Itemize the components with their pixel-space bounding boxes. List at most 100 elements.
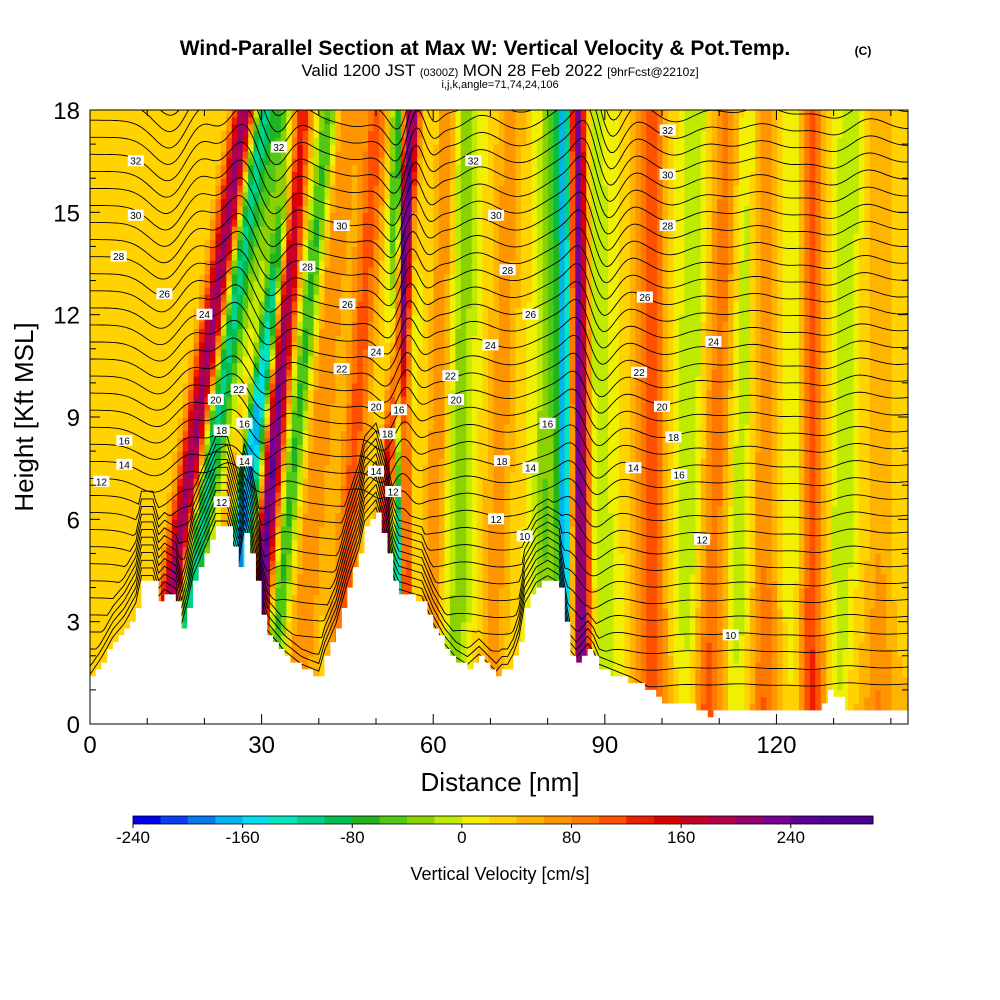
velocity-cell	[90, 648, 97, 657]
velocity-cell	[166, 239, 173, 248]
velocity-cell	[122, 423, 129, 432]
velocity-cell	[231, 457, 238, 466]
velocity-cell	[384, 335, 391, 343]
velocity-cell	[379, 451, 386, 459]
velocity-cell	[122, 403, 129, 411]
velocity-cell	[177, 580, 184, 589]
velocity-cell	[351, 239, 358, 248]
velocity-cell	[286, 389, 293, 398]
velocity-cell	[90, 498, 97, 507]
velocity-cell	[248, 164, 255, 172]
velocity-cell	[188, 225, 195, 234]
velocity-cell	[209, 123, 217, 132]
velocity-cell	[193, 457, 200, 466]
velocity-cell	[155, 464, 162, 473]
velocity-cell	[286, 546, 293, 555]
velocity-cell	[166, 205, 173, 213]
velocity-cell	[248, 451, 255, 459]
velocity-cell	[319, 403, 326, 411]
velocity-cell	[182, 621, 189, 630]
velocity-cell	[275, 573, 282, 582]
velocity-cell	[122, 178, 129, 186]
velocity-cell	[269, 512, 277, 520]
velocity-cell	[128, 191, 135, 200]
velocity-cell	[351, 498, 358, 507]
velocity-cell	[90, 239, 97, 248]
velocity-cell	[275, 376, 282, 384]
velocity-cell	[313, 410, 320, 418]
velocity-cell	[204, 280, 211, 288]
velocity-cell	[177, 553, 184, 561]
velocity-cell	[313, 614, 320, 623]
velocity-cell	[160, 348, 167, 357]
velocity-cell	[280, 546, 287, 555]
velocity-cell	[149, 417, 157, 425]
velocity-cell	[275, 580, 282, 589]
velocity-cell	[111, 423, 118, 432]
velocity-cell	[313, 655, 320, 664]
velocity-cell	[220, 505, 227, 514]
velocity-cell	[308, 546, 315, 555]
velocity-cell	[111, 621, 118, 630]
velocity-cell	[204, 273, 211, 282]
velocity-cell	[286, 191, 293, 200]
velocity-cell	[313, 369, 320, 377]
velocity-cell	[264, 157, 271, 166]
velocity-cell	[313, 341, 320, 350]
velocity-cell	[362, 328, 369, 336]
velocity-cell	[319, 587, 326, 595]
velocity-cell	[204, 348, 211, 357]
velocity-cell	[286, 253, 293, 261]
velocity-cell	[269, 526, 277, 534]
velocity-cell	[297, 369, 304, 377]
velocity-cell	[177, 225, 184, 234]
velocity-cell	[209, 280, 217, 288]
velocity-cell	[226, 239, 233, 248]
velocity-cell	[302, 287, 309, 295]
velocity-cell	[155, 191, 162, 200]
velocity-cell	[275, 444, 282, 452]
velocity-cell	[95, 601, 102, 609]
velocity-cell	[308, 444, 315, 452]
velocity-cell	[319, 239, 326, 248]
velocity-cell	[242, 123, 249, 132]
velocity-cell	[259, 307, 266, 316]
velocity-cell	[220, 417, 227, 425]
velocity-cell	[209, 171, 217, 179]
velocity-cell	[166, 328, 173, 336]
velocity-cell	[188, 430, 195, 439]
velocity-cell	[117, 382, 124, 391]
velocity-cell	[248, 492, 255, 500]
velocity-cell	[139, 410, 146, 418]
velocity-cell	[209, 335, 217, 343]
velocity-cell	[160, 239, 167, 248]
velocity-cell	[155, 239, 162, 248]
velocity-cell	[269, 164, 277, 172]
velocity-cell	[204, 444, 211, 452]
velocity-cell	[259, 471, 266, 479]
velocity-cell	[373, 417, 380, 425]
velocity-cell	[291, 225, 298, 234]
velocity-cell	[90, 621, 97, 630]
velocity-cell	[319, 642, 326, 650]
velocity-cell	[351, 492, 358, 500]
velocity-cell	[384, 294, 391, 302]
velocity-cell	[319, 110, 326, 118]
velocity-cell	[373, 294, 380, 302]
velocity-cell	[231, 219, 238, 227]
velocity-cell	[280, 369, 287, 377]
velocity-cell	[253, 225, 260, 234]
velocity-cell	[128, 219, 135, 227]
velocity-cell	[248, 212, 255, 220]
velocity-cell	[220, 437, 227, 445]
velocity-cell	[182, 116, 189, 125]
velocity-cell	[188, 457, 195, 466]
velocity-cell	[302, 410, 309, 418]
velocity-cell	[193, 348, 200, 357]
velocity-cell	[128, 178, 135, 186]
velocity-cell	[346, 321, 353, 329]
velocity-cell	[237, 171, 244, 179]
velocity-cell	[259, 526, 266, 534]
velocity-cell	[226, 492, 233, 500]
velocity-cell	[160, 110, 167, 118]
